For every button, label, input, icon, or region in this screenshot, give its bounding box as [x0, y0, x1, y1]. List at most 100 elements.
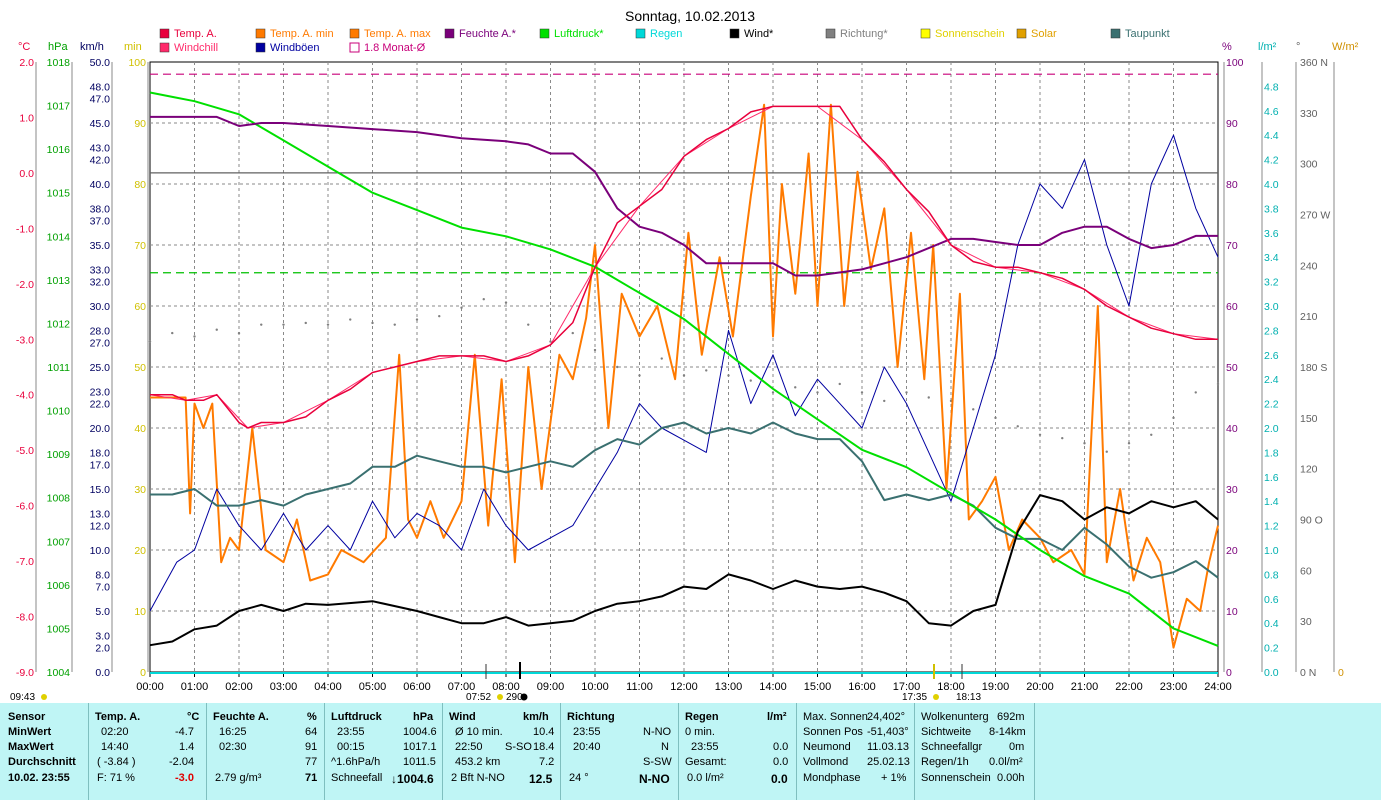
direction-point	[304, 321, 307, 325]
tick-direction_deg: 150	[1300, 413, 1318, 425]
press-unit: hPa	[413, 711, 434, 723]
tick-pressure_hpa: 1014	[47, 231, 71, 243]
x-tick-label: 13:00	[715, 681, 743, 693]
astro-r2-val: 11.03.13	[867, 741, 910, 753]
tick-temp_c: -7.0	[16, 556, 34, 568]
tick-wind_kmh: 25.0	[90, 362, 111, 374]
tick-pressure_hpa: 1016	[47, 144, 71, 156]
dir-r1-val: N	[661, 741, 669, 753]
astro-r2-label: Neumond	[803, 741, 851, 753]
tick-sun_min: 20	[134, 545, 146, 557]
legend-label: Solar	[1031, 28, 1057, 40]
direction-point	[749, 379, 752, 382]
misc-r4-label: Sonnenschein	[921, 772, 991, 784]
temp-cur-note: F: 71 %	[97, 772, 135, 784]
tick-rain_lm2: 3.2	[1264, 277, 1279, 289]
astro-r0-label: Max. Sonnen	[803, 711, 868, 723]
sun-dot-icon	[41, 694, 47, 700]
temp-cur-val: -3.0	[175, 772, 194, 784]
sensor-current: 10.02. 23:55	[8, 772, 70, 784]
tick-rain_lm2: 3.8	[1264, 203, 1279, 215]
misc-r3-label: Regen/1h	[921, 756, 969, 768]
direction-point	[282, 323, 285, 326]
hum-max-time: 02:30	[219, 741, 247, 753]
rain-unit: l/m²	[767, 711, 787, 723]
direction-point	[660, 357, 663, 360]
tick-temp_c: -4.0	[16, 390, 34, 402]
tick-sun_min: 50	[134, 362, 146, 374]
hum-unit: %	[307, 711, 317, 723]
direction-point	[638, 374, 641, 377]
tick-sun_min: 70	[134, 240, 146, 252]
tick-rain_lm2: 3.0	[1264, 301, 1279, 313]
legend-swatch	[539, 28, 550, 39]
direction-point	[460, 306, 463, 309]
tick-temp_c: -6.0	[16, 501, 34, 513]
tick-rain_lm2: 4.6	[1264, 106, 1279, 118]
weather-chart: Sonntag, 10.02.2013 Temp. A.WindchillTem…	[10, 8, 1359, 703]
direction-point	[593, 348, 597, 352]
tick-sun_min: 0	[140, 667, 146, 679]
tick-temp_c: -5.0	[16, 445, 34, 457]
misc-r1-label: Sichtweite	[921, 726, 972, 738]
tick-solar_wm2: 0	[1338, 667, 1344, 679]
tick-wind_kmh: 43.0	[90, 142, 111, 154]
tick-direction_deg: 60	[1300, 565, 1312, 577]
hum-header: Feuchte A.	[213, 711, 269, 723]
legend: Temp. A. Windchill Temp. A. min Windböen Tem…	[159, 28, 1170, 54]
tick-pressure_hpa: 1013	[47, 275, 71, 287]
stats-empty	[1034, 703, 1381, 800]
chart-title: Sonntag, 10.02.2013	[625, 8, 755, 24]
x-tick-label: 06:00	[403, 681, 431, 693]
legend-label: Temp. A. max	[364, 28, 431, 40]
direction-point	[527, 323, 530, 326]
tick-pressure_hpa: 1012	[47, 318, 71, 330]
axis-header-wm2: W/m²	[1332, 41, 1359, 53]
x-tick-label: 05:00	[359, 681, 387, 693]
legend-swatch	[1110, 28, 1121, 39]
direction-point	[1150, 433, 1153, 436]
legend-swatch	[349, 28, 360, 39]
dir-r3-val: N-NO	[639, 772, 670, 786]
direction-point	[771, 391, 775, 394]
x-tick-label: 02:00	[225, 681, 253, 693]
direction-point	[994, 416, 997, 420]
misc-r2-val: 0m	[1009, 741, 1025, 753]
stats-direction: Richtung 23:55 N-NO 20:40 N S-SW 24 ° N-…	[560, 703, 679, 800]
wind-r2-val: 7.2	[539, 756, 555, 768]
dir-r2-val: S-SW	[643, 756, 672, 768]
rain-r2-val: 0.0	[773, 756, 789, 768]
direction-point	[883, 399, 886, 403]
wind-r0-note: Ø 10 min.	[455, 726, 503, 738]
temp-min-time: 02:20	[101, 726, 129, 738]
legend-swatch	[255, 42, 266, 53]
direction-point	[1216, 382, 1220, 386]
left-axes: 2.0 1.0 0.0 -1.0 -2.0 -3.0 -4.0 -5.0 -6.0 -7.0 -8.…	[16, 57, 149, 679]
tick-humidity_pct: 60	[1226, 301, 1238, 313]
tick-temp_c: -9.0	[16, 667, 34, 679]
axis-header-kmh: km/h	[80, 41, 104, 53]
wind-r1-val: 18.4	[533, 741, 555, 753]
tick-humidity_pct: 80	[1226, 179, 1238, 191]
tick-direction_deg: 120	[1300, 464, 1318, 476]
tick-wind_kmh: 37.0	[90, 216, 111, 228]
astro-r3-label: Vollmond	[803, 756, 849, 768]
legend-label: 1.8 Monat-Ø	[364, 42, 426, 54]
tick-sun_min: 40	[134, 423, 146, 435]
legend-label: Windchill	[174, 42, 218, 54]
marker-moon-a: 290	[506, 692, 523, 703]
tick-pressure_hpa: 1004	[47, 667, 71, 679]
x-tick-label: 03:00	[270, 681, 298, 693]
astro-r4-label: Mondphase	[803, 772, 861, 784]
direction-point	[1127, 442, 1131, 445]
legend-label: Regen	[650, 28, 682, 40]
axis-header-celsius: °C	[18, 41, 30, 53]
tick-direction_deg: 180 S	[1300, 362, 1327, 374]
press-cur-val: ↓1004.6	[391, 772, 434, 786]
axis-header-deg: °	[1296, 41, 1300, 53]
legend-swatch	[920, 28, 931, 39]
tick-pressure_hpa: 1011	[47, 362, 70, 374]
series-layer	[148, 73, 1220, 649]
x-tick-label: 19:00	[982, 681, 1010, 693]
press-max-time: 00:15	[337, 741, 365, 753]
